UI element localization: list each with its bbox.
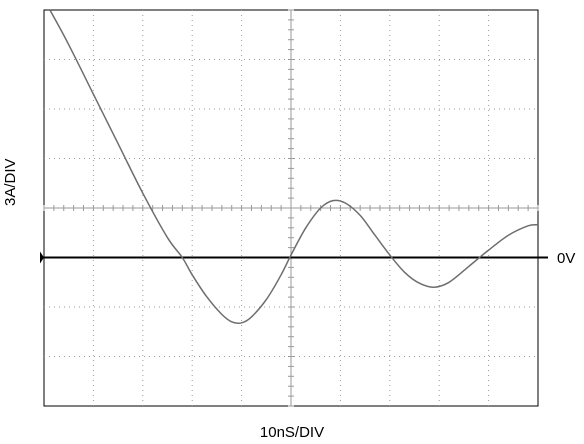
- zero-reference: [40, 251, 548, 264]
- zero-marker: [40, 251, 44, 264]
- graticule: [43, 9, 539, 407]
- y-axis-label: 3A/DIV: [2, 158, 19, 206]
- waveform-trace: [49, 9, 539, 325]
- zero-reference-label: 0V: [557, 250, 576, 267]
- waveform-line: [49, 9, 539, 325]
- x-axis-label: 10nS/DIV: [259, 424, 325, 441]
